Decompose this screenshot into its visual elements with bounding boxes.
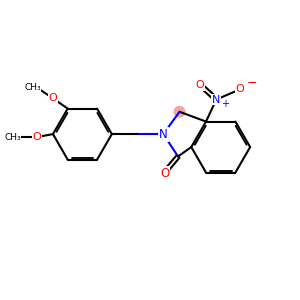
Text: −: − <box>247 77 257 90</box>
Text: O: O <box>236 84 244 94</box>
Circle shape <box>174 106 185 117</box>
Text: CH₃: CH₃ <box>24 82 41 91</box>
Text: O: O <box>32 132 41 142</box>
Circle shape <box>158 129 169 140</box>
Text: N: N <box>159 128 168 141</box>
Text: CH₃: CH₃ <box>4 133 21 142</box>
Text: N: N <box>212 94 220 104</box>
Text: O: O <box>49 93 57 103</box>
Text: O: O <box>160 167 170 180</box>
Text: +: + <box>221 99 229 109</box>
Text: O: O <box>196 80 205 90</box>
